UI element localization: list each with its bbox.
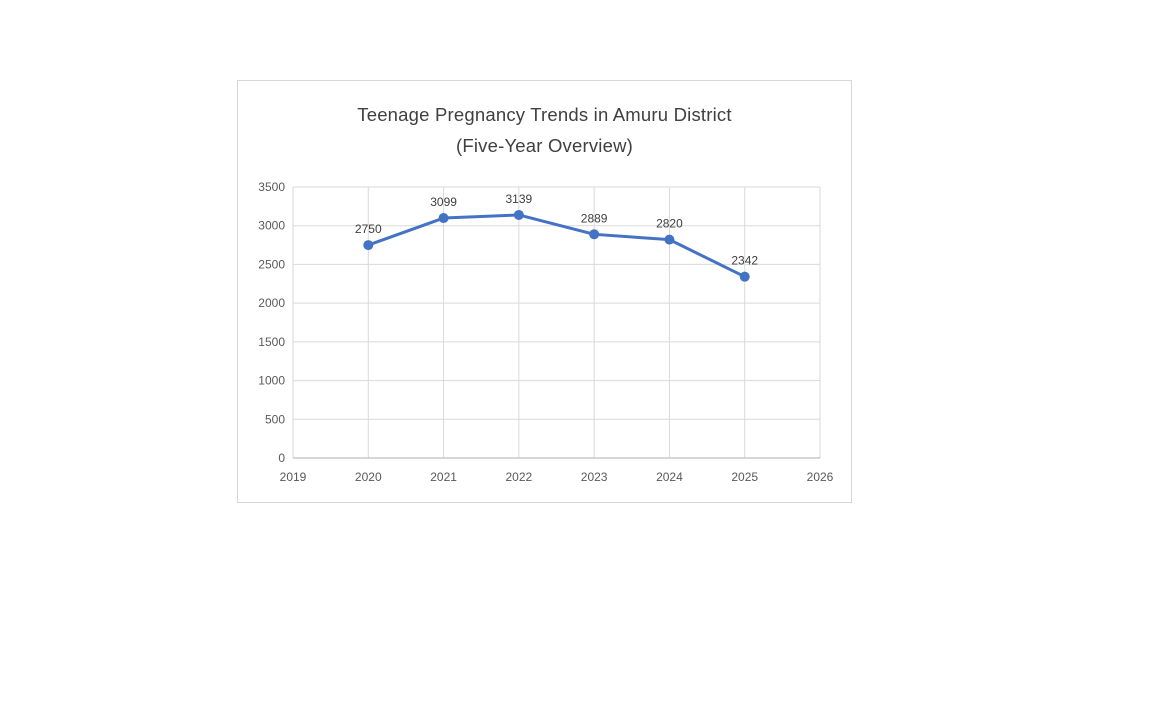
y-axis-tick-label: 3000 [258,219,285,233]
line-chart-plot: 0 500 1000 1500 2000 2500 3000 3500 2019 2020 2021… [258,180,834,484]
y-axis-tick-label: 2500 [258,257,285,271]
x-axis-tick-label: 2022 [506,470,533,484]
x-axis-tick-label: 2025 [731,470,758,484]
x-axis-tick-label: 2020 [355,470,382,484]
data-point [589,229,600,240]
chart-subtitle: (Five-Year Overview) [455,135,634,156]
data-point-label: 3099 [430,195,457,209]
data-point-label: 3139 [506,192,533,206]
data-point-label: 2820 [656,217,683,231]
x-axis-tick-label: 2019 [280,470,307,484]
chart-title-block: Teenage Pregnancy Trends in Amuru Distri… [238,99,851,161]
y-axis-tick-label: 1000 [258,374,285,388]
y-axis-tick-label: 2000 [258,296,285,310]
trend-line [366,213,747,279]
x-axis-tick-label: 2026 [807,470,834,484]
data-point-label: 2342 [731,254,758,268]
data-point [438,213,449,224]
x-axis-tick-label: 2023 [581,470,608,484]
x-axis-tick-label: 2021 [430,470,457,484]
data-point [363,240,374,251]
y-axis-tick-label: 0 [278,451,285,465]
x-axis-tick-label: 2024 [656,470,683,484]
y-axis-tick-label: 500 [265,412,285,426]
chart-frame: Teenage Pregnancy Trends in Amuru Distri… [237,80,852,503]
y-axis-tick-label: 1500 [258,335,285,349]
data-point-label: 2750 [355,222,382,236]
data-point [664,234,675,245]
data-point [513,209,524,220]
y-axis-tick-label: 3500 [258,180,285,194]
data-point [739,271,750,282]
data-point-label: 2889 [581,211,608,225]
chart-title: Teenage Pregnancy Trends in Amuru Distri… [357,104,732,125]
